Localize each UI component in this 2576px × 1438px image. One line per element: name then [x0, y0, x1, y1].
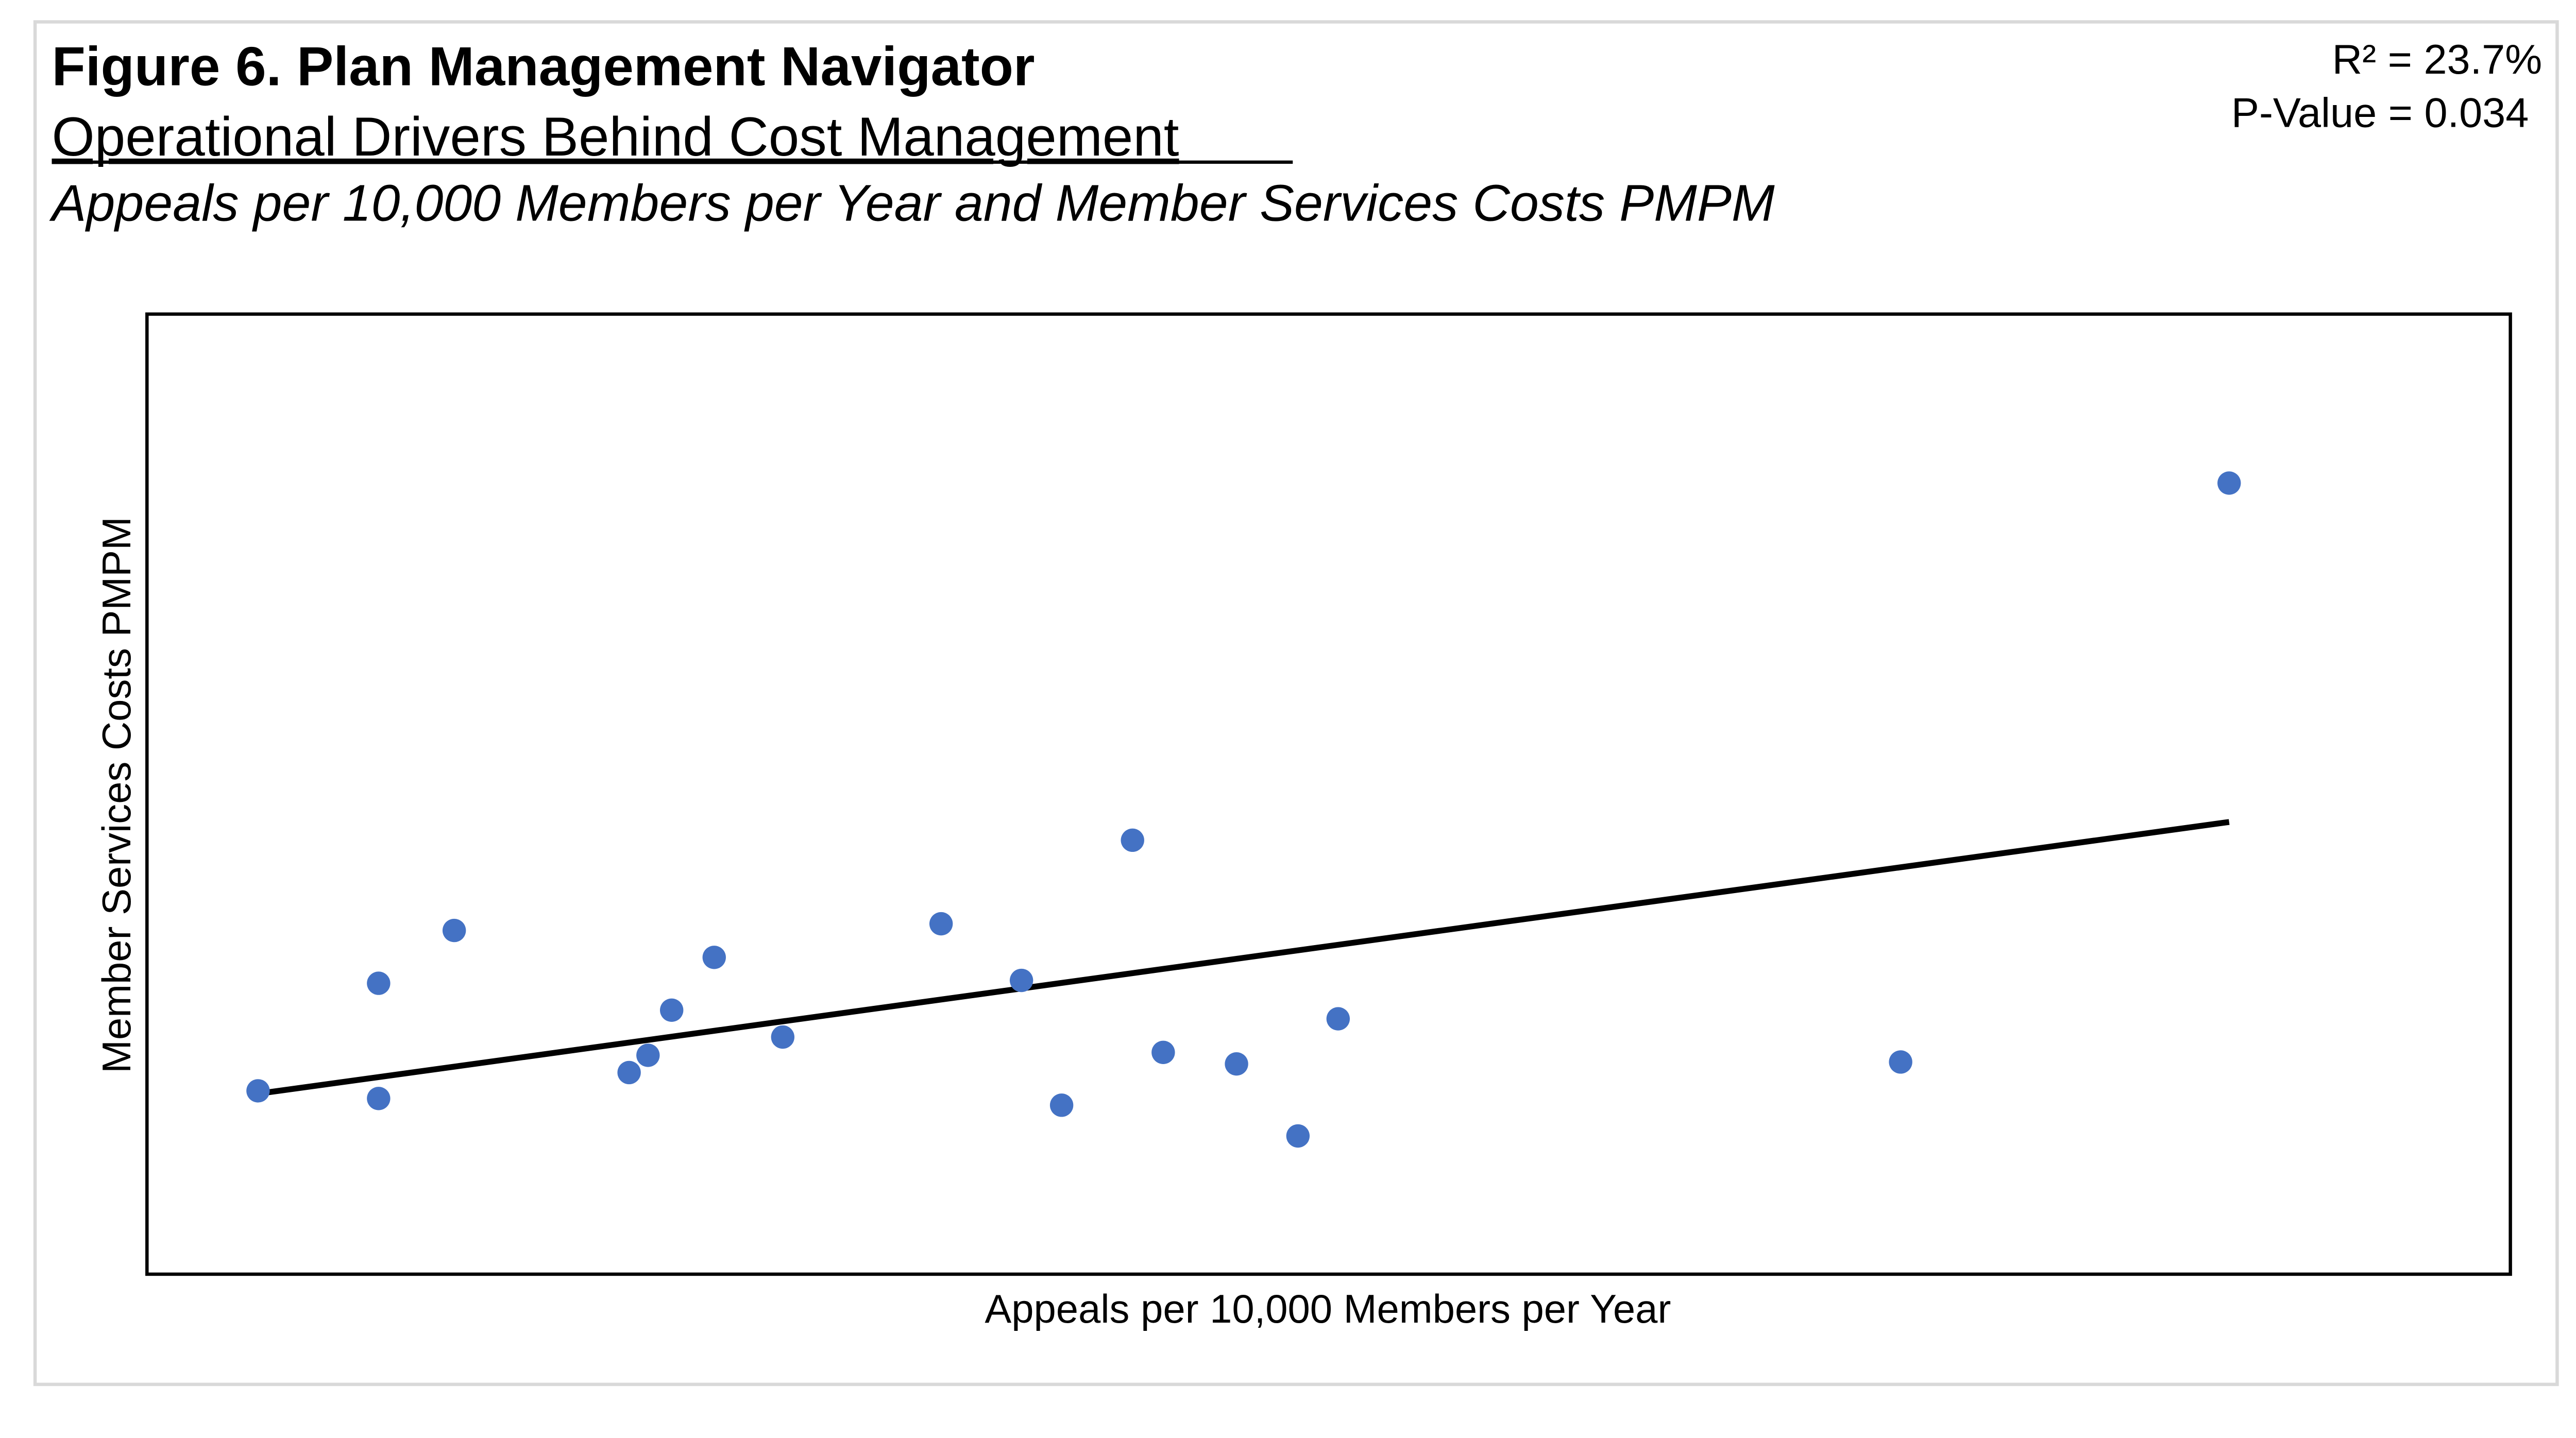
data-point-8 [702, 946, 726, 969]
data-point-5 [617, 1060, 641, 1085]
data-point-15 [1225, 1052, 1248, 1076]
data-point-18 [1889, 1050, 1912, 1074]
data-point-11 [1009, 968, 1033, 992]
figure-subtitle: Operational Drivers Behind Cost Manageme… [52, 106, 1179, 167]
r-squared-label: R² = 23.7% [2332, 37, 2543, 83]
data-point-6 [636, 1043, 660, 1067]
data-point-17 [1326, 1007, 1350, 1031]
x-axis-label: Appeals per 10,000 Members per Year [985, 1287, 1671, 1331]
data-point-10 [929, 912, 953, 936]
plot-area [145, 312, 2512, 1276]
figure-title: Figure 6. Plan Management Navigator [52, 36, 1035, 97]
data-point-4 [442, 918, 466, 943]
data-point-13 [1121, 828, 1144, 852]
data-point-7 [659, 998, 684, 1022]
p-value-label: P-Value = 0.034 [2231, 90, 2529, 136]
data-point-2 [367, 971, 391, 995]
y-axis-label: Member Services Costs PMPM [95, 517, 139, 1073]
data-point-9 [771, 1025, 794, 1049]
data-point-3 [367, 1087, 391, 1110]
data-point-12 [1049, 1093, 1074, 1117]
data-point-16 [1286, 1124, 1310, 1148]
data-point-1 [246, 1079, 270, 1103]
data-point-14 [1151, 1040, 1175, 1065]
data-point-19 [2217, 471, 2241, 495]
figure-description: Appeals per 10,000 Members per Year and … [49, 174, 1775, 232]
trendline [258, 819, 2230, 1097]
